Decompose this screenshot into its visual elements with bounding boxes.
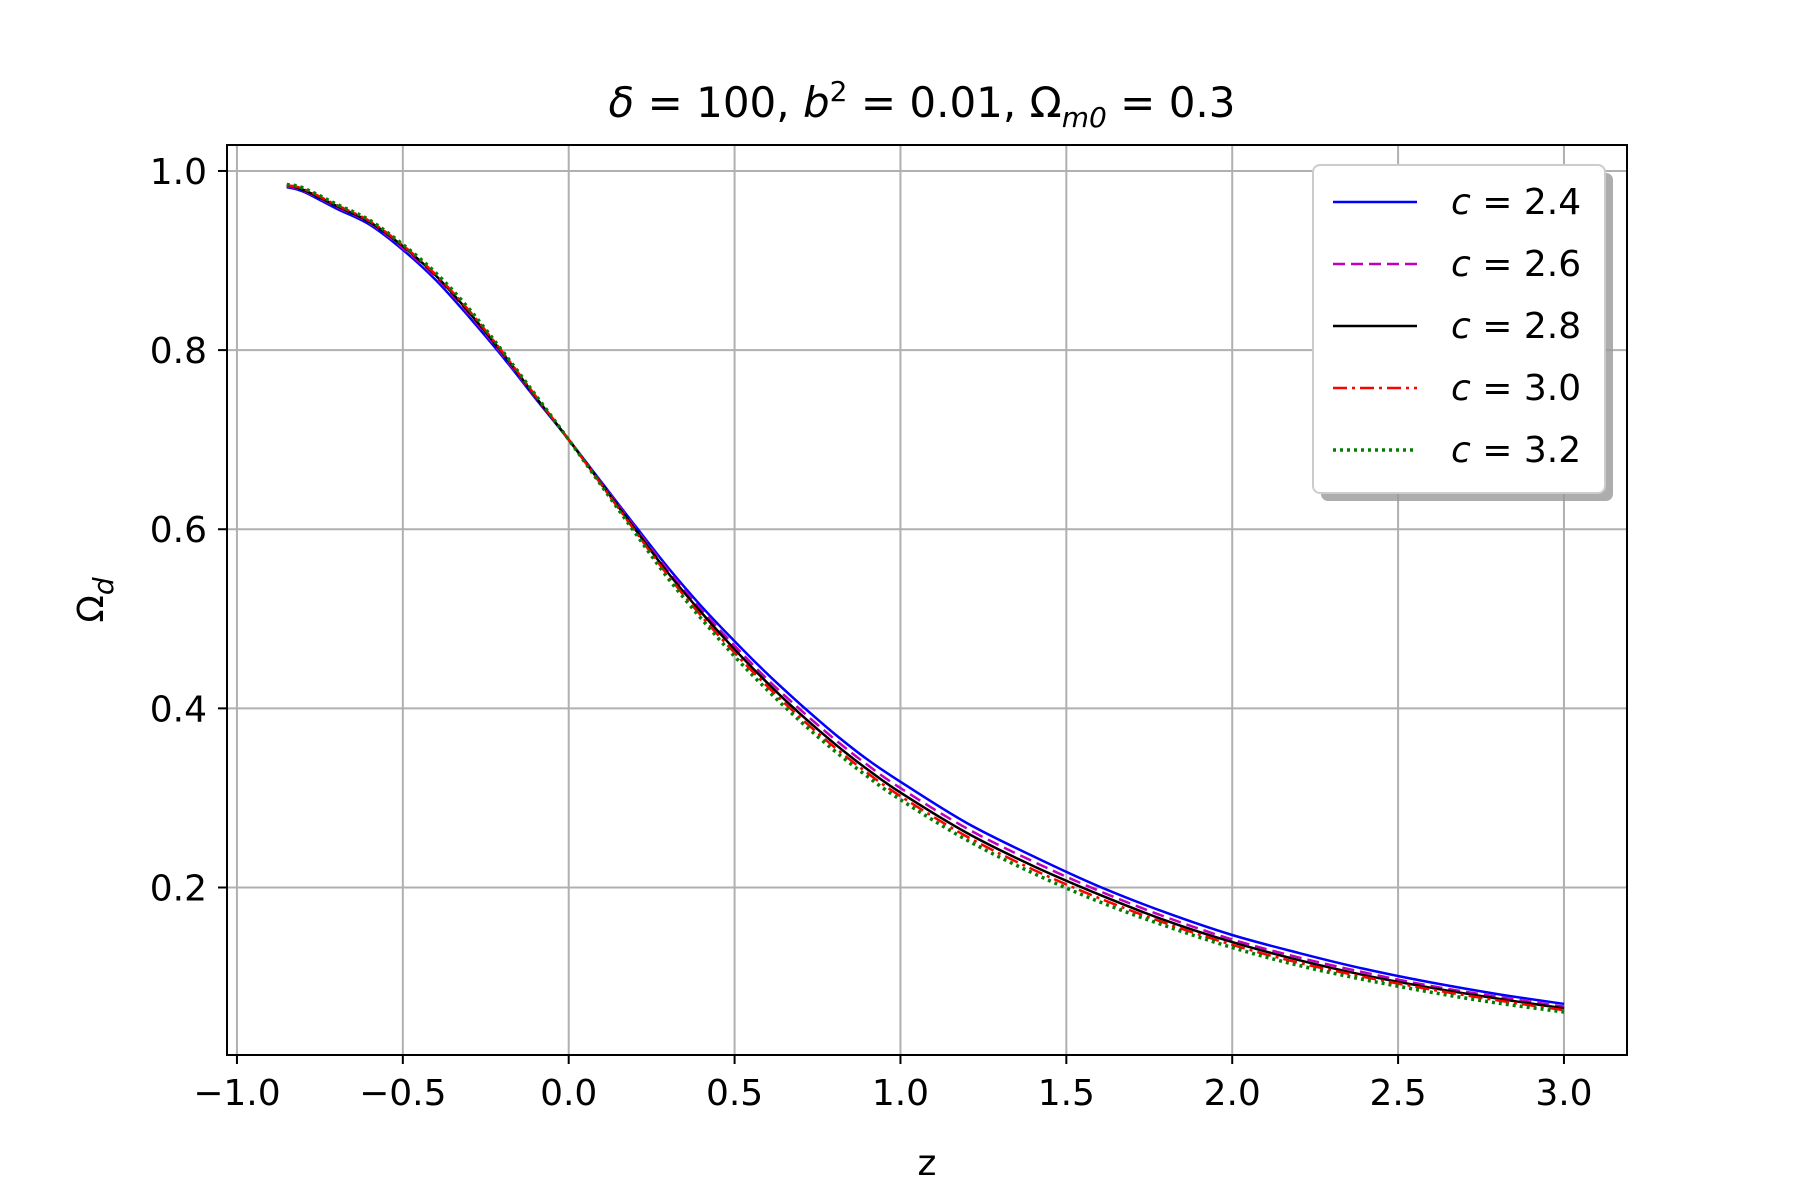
x-tick-label: 2.5 xyxy=(1369,1073,1426,1114)
legend-label-var: c xyxy=(1451,306,1471,347)
series-line xyxy=(286,182,1565,1014)
chart-title: δ = 100, b2 = 0.01, Ωm0 = 0.3 xyxy=(609,75,1236,134)
title-omega-subscript: m0 xyxy=(1062,101,1107,134)
x-tick-label: 1.0 xyxy=(872,1073,929,1114)
x-tick-label: −0.5 xyxy=(359,1073,446,1114)
y-axis-label: Ωd xyxy=(71,577,120,623)
title-omega: Ω xyxy=(1030,78,1062,127)
y-tick-label: 1.0 xyxy=(150,152,207,193)
legend-label: c = 3.0 xyxy=(1451,368,1581,409)
legend-label-var: c xyxy=(1451,368,1471,409)
x-tick-label: 3.0 xyxy=(1535,1073,1592,1114)
plot-frame xyxy=(226,144,1628,1056)
title-b-exponent: 2 xyxy=(830,75,848,108)
x-tick-label: 1.5 xyxy=(1038,1073,1095,1114)
y-tick-label: 0.8 xyxy=(150,331,207,372)
legend-box xyxy=(1312,164,1606,494)
axis-ticks: −1.0 −0.5 0.0 0.5 1.0 1.5 2.0 2.5 3.0 0.2 0.4 0.6 0.… xyxy=(150,152,1593,1114)
x-tick-label: −1.0 xyxy=(193,1073,280,1114)
series-line xyxy=(286,185,1565,1006)
y-axis-label-omega: Ω xyxy=(71,595,112,623)
legend-label-value: = 3.0 xyxy=(1471,368,1581,409)
title-delta: δ xyxy=(609,78,635,127)
y-tick-label: 0.4 xyxy=(150,689,207,730)
series-lines xyxy=(286,182,1565,1014)
y-tick-label: 0.6 xyxy=(150,510,207,551)
legend-label-var: c xyxy=(1451,244,1471,285)
title-delta-value: = 100, xyxy=(634,78,803,127)
legend-label: c = 2.4 xyxy=(1451,182,1581,223)
series-line xyxy=(286,184,1565,1010)
x-tick-label: 0.0 xyxy=(540,1073,597,1114)
x-axis-label: z xyxy=(918,1143,937,1184)
title-b: b xyxy=(803,78,830,127)
legend: c = 2.4c = 2.6c = 2.8c = 3.0c = 3.2 xyxy=(1312,164,1613,501)
legend-label: c = 2.6 xyxy=(1451,244,1581,285)
legend-label: c = 2.8 xyxy=(1451,306,1581,347)
legend-label-value: = 2.6 xyxy=(1471,244,1581,285)
x-tick-label: 0.5 xyxy=(706,1073,763,1114)
legend-items: c = 2.4c = 2.6c = 2.8c = 3.0c = 3.2 xyxy=(1333,182,1581,471)
legend-label-var: c xyxy=(1451,430,1471,471)
legend-label-var: c xyxy=(1451,182,1471,223)
y-axis-label-subscript: d xyxy=(87,577,120,595)
legend-label-value: = 2.4 xyxy=(1471,182,1581,223)
title-omega-value: = 0.3 xyxy=(1107,78,1236,127)
y-tick-label: 0.2 xyxy=(150,869,207,910)
legend-label: c = 3.2 xyxy=(1451,430,1581,471)
legend-label-value: = 2.8 xyxy=(1471,306,1581,347)
series-line xyxy=(286,184,1565,1012)
x-tick-label: 2.0 xyxy=(1204,1073,1261,1114)
series-line xyxy=(286,184,1565,1008)
title-b-value: = 0.01, xyxy=(847,78,1029,127)
legend-label-value: = 3.2 xyxy=(1471,430,1581,471)
